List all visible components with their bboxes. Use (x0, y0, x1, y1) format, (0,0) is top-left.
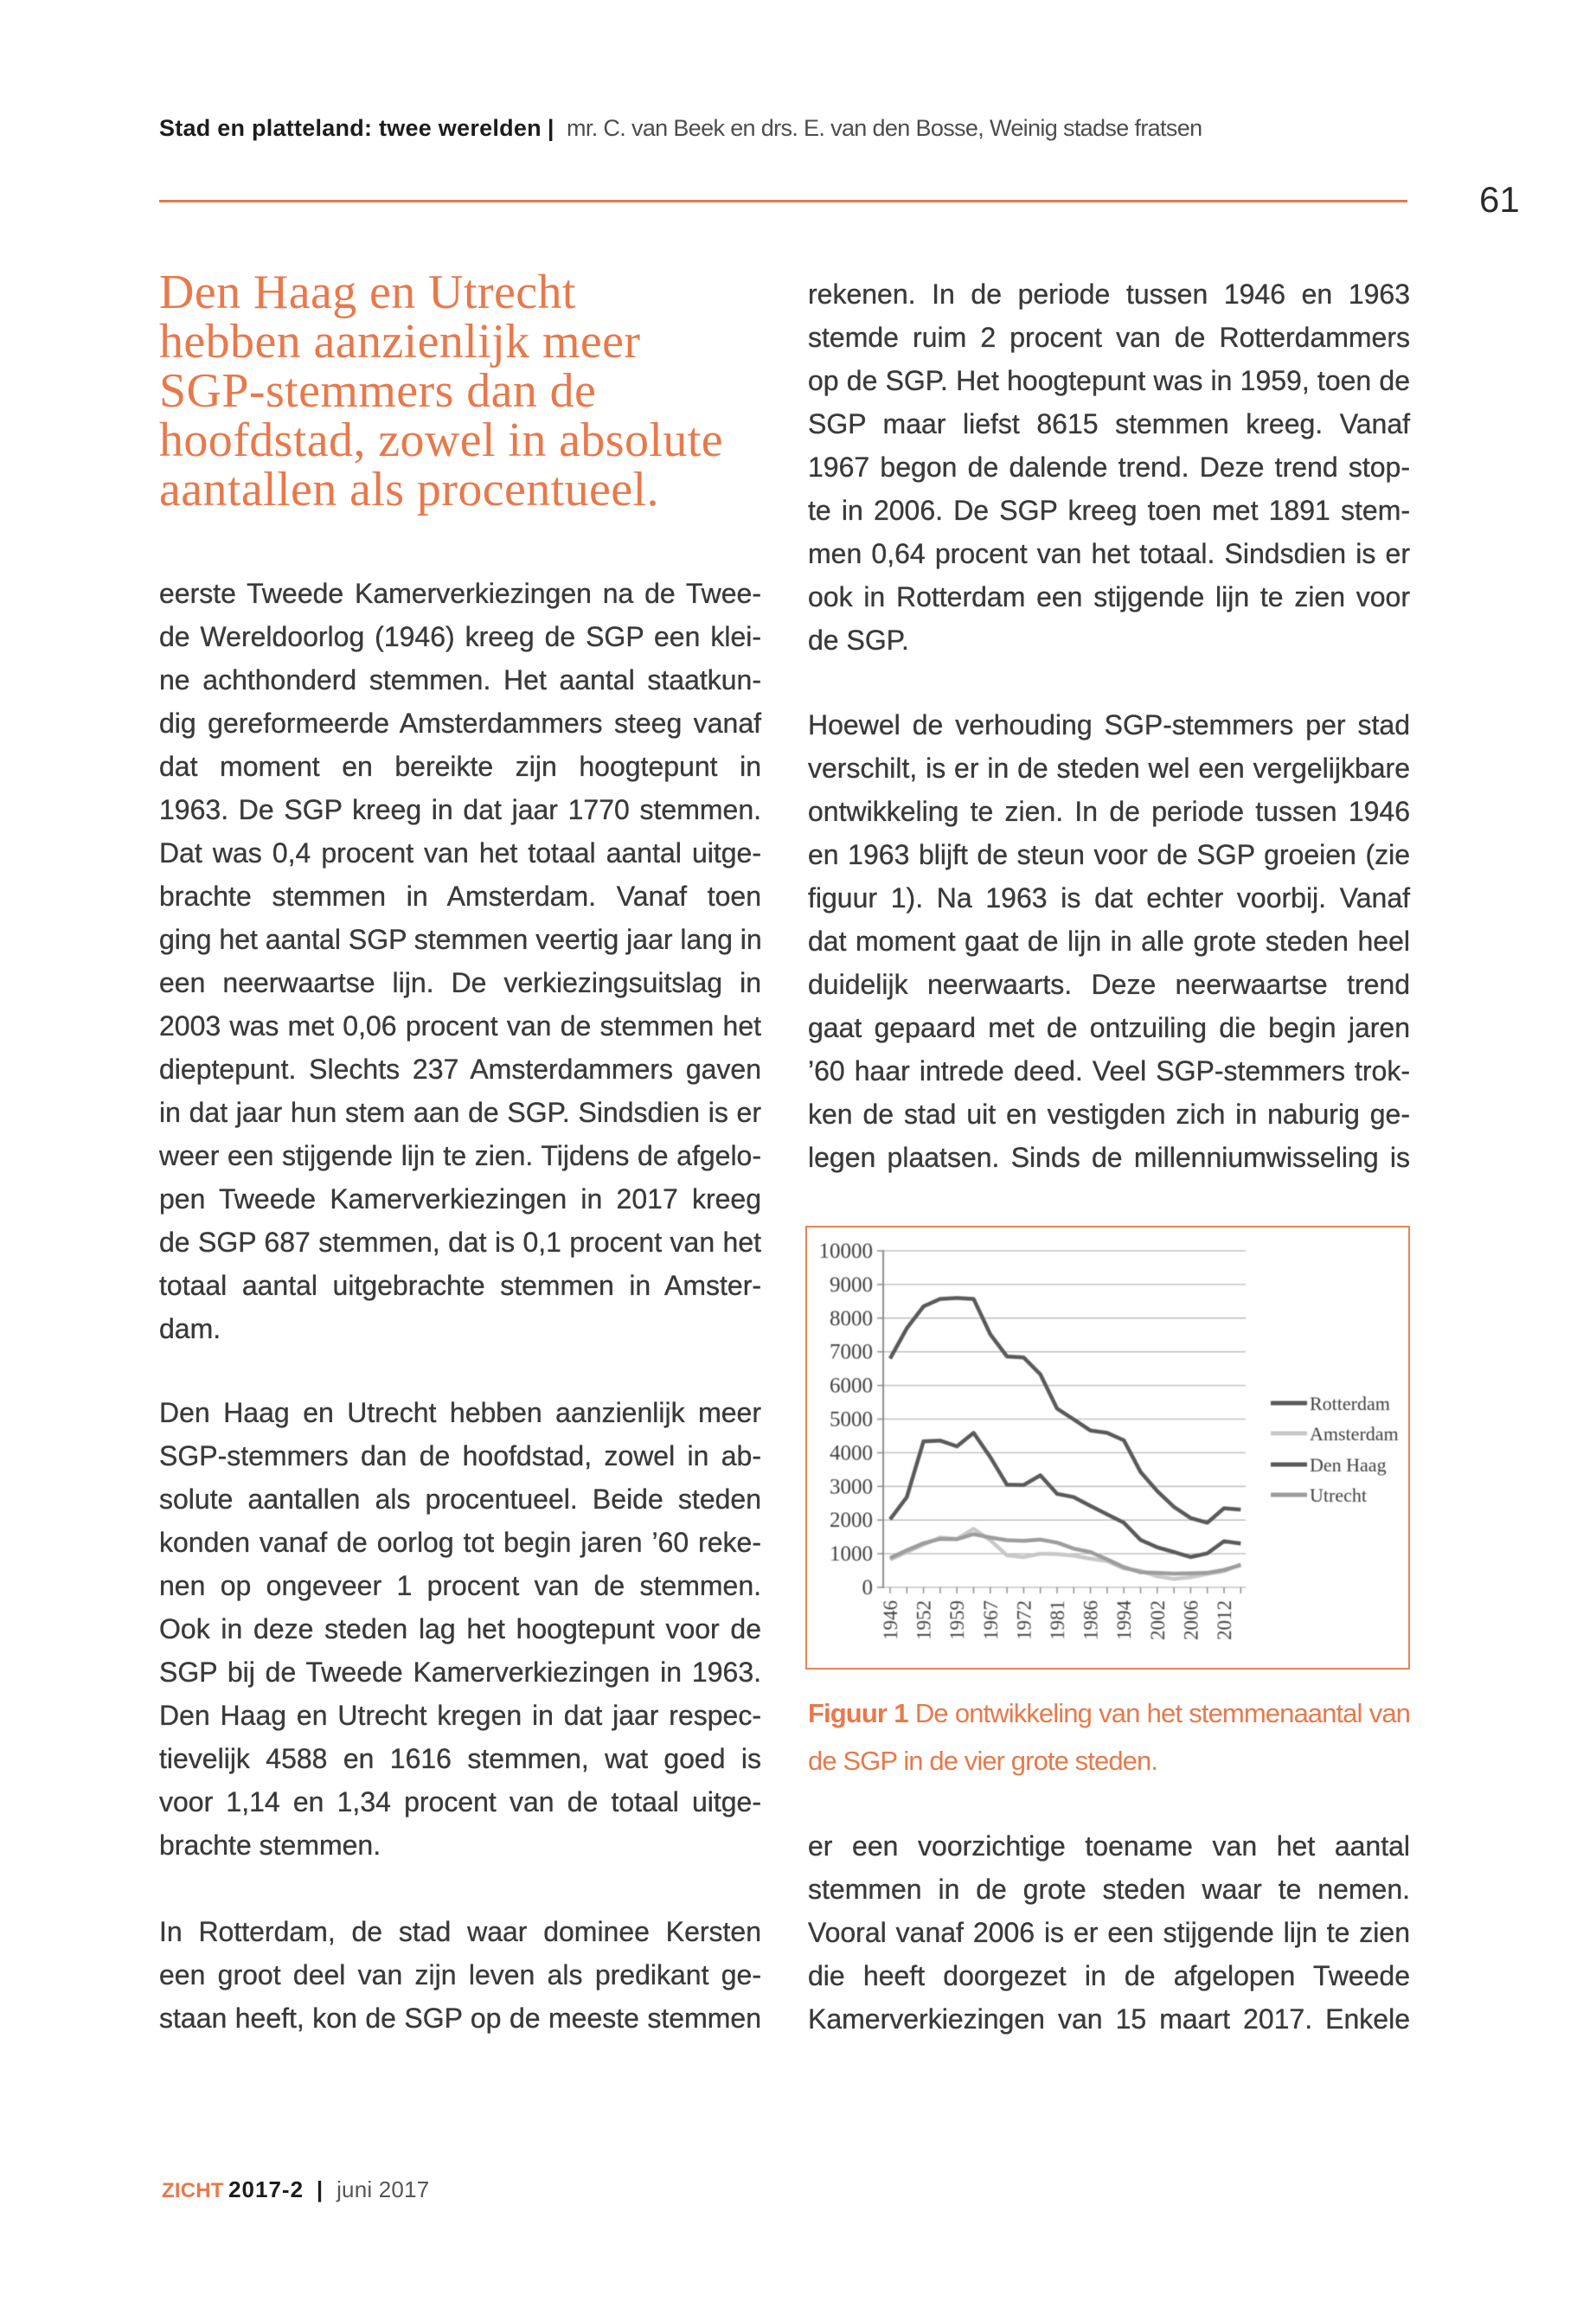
svg-text:1967: 1967 (980, 1600, 1002, 1640)
svg-text:1952: 1952 (913, 1600, 935, 1640)
svg-text:Den Haag: Den Haag (1310, 1454, 1387, 1476)
svg-text:Amsterdam: Amsterdam (1310, 1423, 1399, 1445)
svg-text:1946: 1946 (880, 1600, 901, 1640)
svg-text:1981: 1981 (1047, 1600, 1068, 1640)
svg-text:2012: 2012 (1214, 1600, 1235, 1640)
svg-text:2000: 2000 (830, 1509, 873, 1532)
svg-text:2002: 2002 (1147, 1600, 1169, 1640)
svg-text:Rotterdam: Rotterdam (1310, 1393, 1390, 1414)
svg-text:3000: 3000 (830, 1475, 873, 1498)
svg-text:1986: 1986 (1080, 1600, 1102, 1640)
svg-text:5000: 5000 (830, 1408, 873, 1432)
svg-text:6000: 6000 (830, 1375, 873, 1398)
svg-text:1972: 1972 (1013, 1600, 1035, 1640)
svg-text:4000: 4000 (830, 1441, 873, 1465)
svg-text:2006: 2006 (1180, 1600, 1202, 1640)
svg-text:10000: 10000 (819, 1240, 874, 1263)
svg-text:0: 0 (862, 1576, 874, 1599)
svg-text:1000: 1000 (830, 1542, 873, 1566)
svg-text:9000: 9000 (830, 1273, 873, 1297)
svg-text:Utrecht: Utrecht (1310, 1484, 1367, 1506)
svg-text:8000: 8000 (830, 1307, 873, 1330)
svg-text:7000: 7000 (830, 1341, 873, 1364)
svg-text:1959: 1959 (946, 1600, 968, 1640)
svg-text:1994: 1994 (1113, 1600, 1135, 1641)
